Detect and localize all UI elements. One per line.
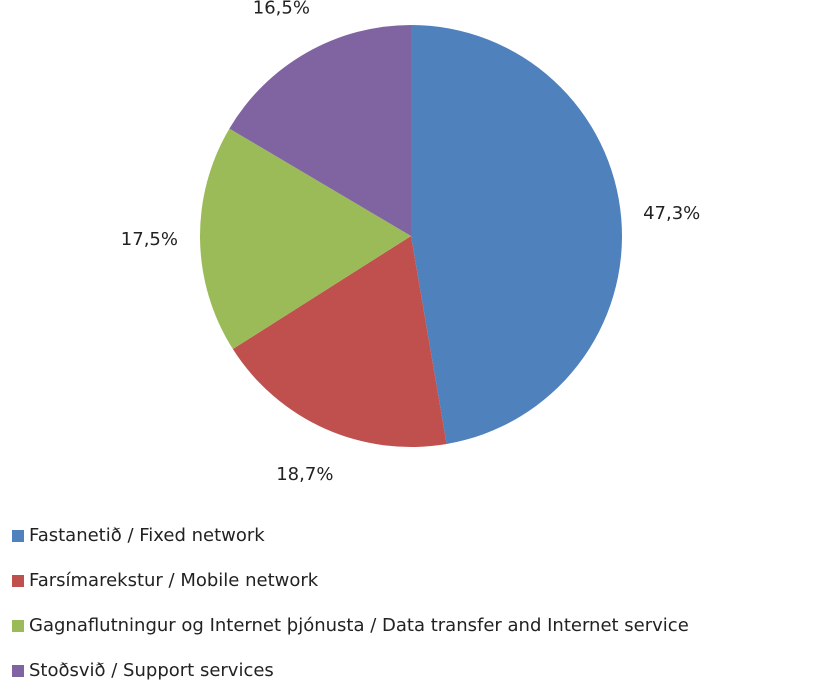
data-label: 17,5% — [121, 229, 178, 250]
legend-label: Gagnaflutningur og Internet þjónusta / D… — [29, 615, 689, 636]
pie-slice — [411, 25, 623, 444]
legend-label: Fastanetið / Fixed network — [29, 525, 265, 546]
legend-label: Stoðsvið / Support services — [29, 660, 274, 681]
legend-swatch — [12, 575, 24, 587]
data-label: 16,5% — [253, 0, 310, 19]
pie-slice — [232, 236, 447, 447]
pie-slice — [200, 128, 411, 350]
data-label: 18,7% — [276, 464, 333, 485]
legend-swatch — [12, 620, 24, 632]
legend-label: Farsímarekstur / Mobile network — [29, 570, 319, 591]
pie-slice — [229, 25, 411, 236]
legend-swatch — [12, 530, 24, 542]
legend-swatch — [12, 665, 24, 677]
data-label: 47,3% — [643, 203, 700, 224]
